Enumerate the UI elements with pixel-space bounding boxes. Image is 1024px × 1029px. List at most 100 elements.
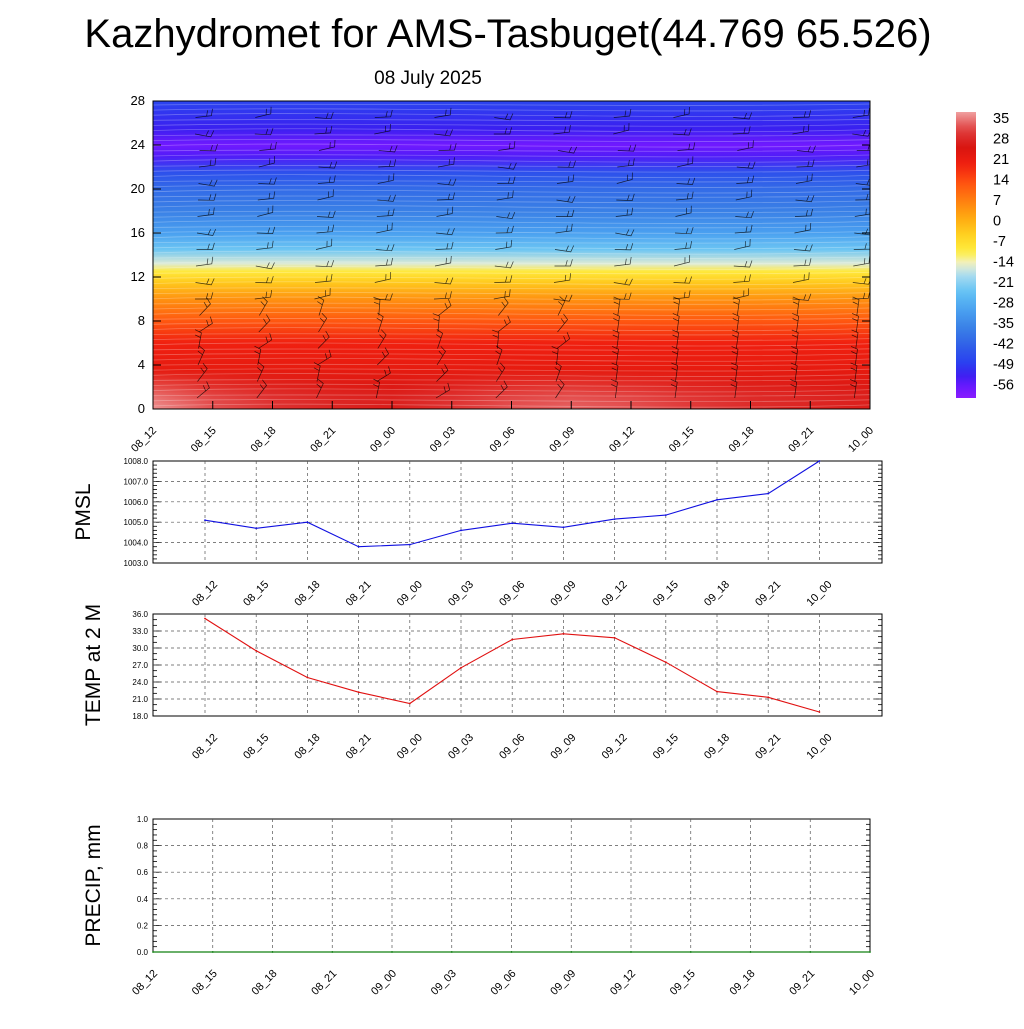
data-point bbox=[869, 951, 871, 953]
wind-barb bbox=[612, 313, 620, 333]
data-point bbox=[211, 951, 214, 953]
contour-line bbox=[153, 311, 870, 316]
contour-line bbox=[153, 164, 870, 168]
wind-barb bbox=[195, 292, 214, 300]
wind-barb bbox=[256, 379, 268, 399]
wind-barb bbox=[315, 260, 335, 268]
y-tick-label: 36.0 bbox=[132, 610, 148, 619]
x-tick-label: 09_00 bbox=[395, 732, 425, 762]
contour-line bbox=[153, 143, 870, 148]
wind-barb bbox=[675, 191, 694, 201]
contour-line bbox=[153, 291, 870, 295]
wind-barb bbox=[850, 346, 858, 366]
x-tick-label: 09_00 bbox=[368, 425, 398, 455]
data-point bbox=[408, 543, 411, 546]
x-tick-label: 08_18 bbox=[250, 968, 280, 998]
wind-barb bbox=[315, 238, 333, 250]
colorbar-gradient bbox=[956, 112, 976, 398]
wind-barb bbox=[616, 193, 635, 201]
contour-line bbox=[153, 379, 870, 382]
colorbar-label: -42 bbox=[993, 337, 1014, 353]
data-point bbox=[664, 514, 667, 516]
wind-barb bbox=[672, 313, 680, 333]
wind-barb bbox=[557, 160, 576, 168]
colorbar-label: -21 bbox=[993, 275, 1014, 291]
data-point bbox=[152, 951, 154, 953]
contour-line bbox=[153, 174, 870, 179]
wind-barb bbox=[194, 130, 215, 138]
wind-barb bbox=[793, 244, 813, 252]
wind-barb bbox=[556, 332, 571, 349]
contour-line bbox=[153, 195, 870, 198]
x-tick-label: 09_21 bbox=[753, 732, 783, 762]
wind-barb bbox=[435, 228, 455, 236]
contour-line bbox=[153, 368, 870, 372]
contour-line bbox=[153, 383, 870, 387]
wind-barb bbox=[614, 257, 632, 267]
wind-barb bbox=[317, 330, 330, 349]
wind-barb bbox=[613, 109, 632, 118]
contour-line bbox=[153, 118, 870, 122]
wind-barb bbox=[317, 175, 336, 184]
y-axis-title: TEMP at 2 M bbox=[82, 604, 105, 726]
x-tick-label: 09_12 bbox=[600, 579, 630, 609]
data-point bbox=[767, 696, 770, 699]
wind-barb bbox=[314, 274, 333, 283]
wind-barb bbox=[673, 276, 692, 284]
wind-barb bbox=[792, 293, 812, 301]
wind-barb bbox=[374, 123, 391, 135]
contour-line bbox=[153, 348, 870, 351]
wind-barb bbox=[255, 106, 272, 118]
x-tick-label: 09_00 bbox=[395, 579, 425, 609]
x-tick-label: 08_18 bbox=[249, 425, 279, 455]
wind-barb bbox=[855, 193, 870, 201]
y-tick-label: 1005.0 bbox=[124, 518, 149, 527]
wind-barb bbox=[318, 312, 328, 333]
wind-barb bbox=[617, 144, 637, 152]
y-tick-label: 0.4 bbox=[137, 895, 149, 904]
wind-barb bbox=[671, 346, 679, 366]
x-tick-label: 09_12 bbox=[608, 968, 638, 998]
wind-barb bbox=[494, 275, 513, 283]
x-tick-label: 09_03 bbox=[446, 579, 476, 609]
contour-line bbox=[153, 296, 870, 301]
colorbar-label: -28 bbox=[993, 296, 1014, 312]
wind-barb bbox=[790, 362, 798, 382]
wind-barb bbox=[374, 271, 392, 283]
wind-barb bbox=[672, 290, 691, 300]
y-tick-label: 24 bbox=[131, 137, 145, 152]
x-tick-label: 09_06 bbox=[489, 968, 519, 998]
y-tick-label: 1007.0 bbox=[124, 477, 149, 486]
wind-barb bbox=[736, 161, 756, 169]
data-point bbox=[809, 951, 812, 953]
x-tick-label: 09_06 bbox=[497, 732, 527, 762]
wind-barb bbox=[435, 382, 451, 399]
data-point bbox=[689, 951, 692, 953]
wind-barb bbox=[375, 244, 395, 252]
page-subtitle: 08 July 2025 bbox=[374, 68, 482, 89]
wind-barb bbox=[673, 106, 690, 118]
wind-barb bbox=[195, 278, 215, 286]
wind-barb bbox=[195, 256, 214, 267]
wind-barb bbox=[555, 209, 575, 217]
wind-barb bbox=[196, 228, 217, 236]
wind-barb bbox=[436, 192, 455, 201]
y-tick-label: 21.0 bbox=[132, 695, 148, 704]
wind-barb bbox=[374, 109, 393, 118]
wind-barb bbox=[255, 262, 275, 270]
wind-barb bbox=[557, 296, 566, 316]
contour-line bbox=[153, 317, 870, 321]
x-tick-label: 09_18 bbox=[728, 968, 758, 998]
data-point bbox=[511, 638, 514, 641]
wind-barb bbox=[434, 255, 452, 267]
data-point bbox=[306, 521, 309, 524]
contour-line bbox=[153, 307, 870, 311]
y-tick-label: 27.0 bbox=[132, 661, 148, 670]
data-point bbox=[613, 636, 616, 639]
x-tick-label: 09_15 bbox=[651, 732, 681, 762]
wind-barb bbox=[795, 195, 815, 203]
contour-line bbox=[153, 220, 870, 224]
x-tick-label: 08_15 bbox=[241, 732, 271, 762]
data-point bbox=[271, 951, 274, 953]
